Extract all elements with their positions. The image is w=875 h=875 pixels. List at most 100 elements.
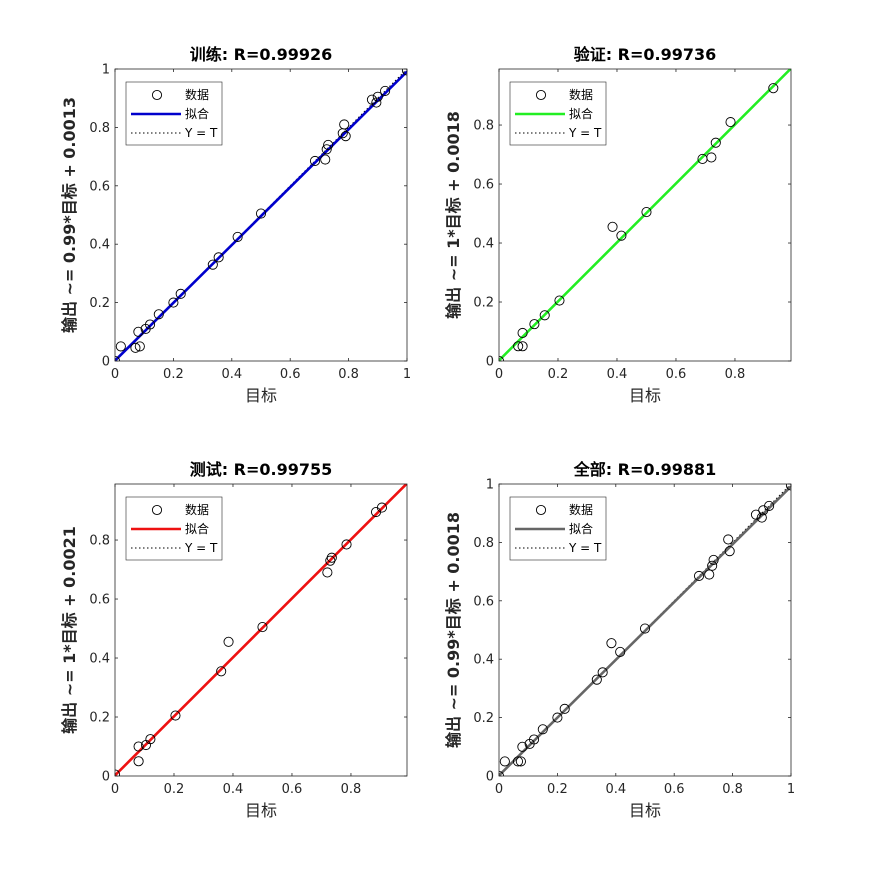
y-tick-label: 0.6 xyxy=(473,594,494,609)
y-tick-label: 0.4 xyxy=(89,238,110,253)
data-point xyxy=(326,552,337,563)
x-tick-label: 0.2 xyxy=(547,782,568,797)
y-tick-label: 0 xyxy=(486,355,494,370)
data-point xyxy=(704,569,715,580)
x-tick-label: 0.6 xyxy=(282,782,303,797)
legend-fit-label: 拟合 xyxy=(569,106,593,121)
x-tick-label: 0.8 xyxy=(338,367,359,382)
regression-panel-1: 0 0.2 0.4 0.6 0.8 1 0 0.2 0.4 0.6 0.8 1 训练: R=0.9992… xyxy=(60,45,411,405)
legend-ref-label: Y = T xyxy=(568,541,602,555)
data-point xyxy=(529,319,540,330)
x-tick-label: 0 xyxy=(111,367,119,382)
legend-data-label: 数据 xyxy=(569,87,593,102)
data-point xyxy=(144,319,156,330)
legend-data-marker xyxy=(151,89,163,101)
x-axis-label: 目标 xyxy=(245,386,277,405)
x-tick-label: 0.2 xyxy=(163,367,184,382)
y-tick-label: 0.8 xyxy=(473,536,494,551)
x-tick-label: 0.4 xyxy=(223,782,244,797)
data-point xyxy=(641,207,652,218)
data-point xyxy=(512,756,524,767)
legend-data-marker xyxy=(151,504,163,516)
y-tick-label: 0.8 xyxy=(89,534,110,549)
data-point xyxy=(537,724,548,735)
y-tick-label: 0.4 xyxy=(473,653,494,668)
data-point xyxy=(133,756,144,767)
data-point xyxy=(257,622,268,633)
y-axis-label: 输出 ~= 0.99*目标 + 0.0018 xyxy=(444,512,463,748)
data-point xyxy=(339,119,350,130)
data-point xyxy=(591,674,602,685)
y-tick-label: 0.4 xyxy=(473,237,494,252)
x-axis-label: 目标 xyxy=(245,801,277,820)
legend-ref-label: Y = T xyxy=(184,541,218,555)
data-point xyxy=(115,341,126,352)
y-tick-label: 0.6 xyxy=(89,179,110,194)
data-point xyxy=(513,341,524,352)
regression-panel-4: 0 0.2 0.4 0.6 0.8 1 0 0.2 0.4 0.6 0.8 1 全部: R=0.9988… xyxy=(444,460,795,820)
x-tick-label: 0.6 xyxy=(280,367,301,382)
data-point xyxy=(309,155,321,167)
data-point xyxy=(517,341,528,352)
data-point xyxy=(768,83,779,94)
y-tick-label: 1 xyxy=(102,63,110,78)
x-tick-label: 1 xyxy=(403,367,411,382)
data-point xyxy=(133,741,144,752)
legend-fit-label: 拟合 xyxy=(185,106,209,121)
legend-data-marker xyxy=(535,504,547,516)
data-point xyxy=(232,231,243,242)
x-tick-label: 0.4 xyxy=(607,367,628,382)
legend-fit-label: 拟合 xyxy=(569,521,593,536)
panel-title: 验证: R=0.99736 xyxy=(574,45,717,64)
data-point xyxy=(552,712,563,723)
x-tick-label: 0.8 xyxy=(722,782,743,797)
data-point xyxy=(515,756,526,767)
data-point xyxy=(321,144,332,155)
data-point xyxy=(724,546,735,557)
y-tick-label: 0.8 xyxy=(89,121,110,136)
data-point xyxy=(130,342,141,353)
plot-content xyxy=(115,484,407,776)
panel-title: 训练: R=0.99926 xyxy=(190,45,333,64)
x-tick-label: 0.4 xyxy=(221,367,242,382)
data-point xyxy=(597,667,608,678)
axes-box xyxy=(114,483,408,777)
y-tick-label: 0 xyxy=(486,770,494,785)
data-point xyxy=(785,484,791,491)
data-point xyxy=(607,221,618,232)
axes-box xyxy=(498,483,792,777)
x-axis-label: 目标 xyxy=(629,801,661,820)
y-axis-label: 输出 ~= 1*目标 + 0.0021 xyxy=(60,526,79,734)
legend-data-label: 数据 xyxy=(185,87,209,102)
data-point xyxy=(723,534,734,545)
data-point xyxy=(764,500,775,511)
data-point xyxy=(725,117,736,128)
data-point xyxy=(255,208,267,219)
data-point xyxy=(371,97,382,108)
data-point xyxy=(322,567,333,578)
y-tick-label: 0.6 xyxy=(89,593,110,608)
data-point xyxy=(499,756,510,767)
axes-box xyxy=(114,68,408,362)
data-point xyxy=(693,570,705,582)
regression-panel-3: 0 0.2 0.4 0.6 0.8 0 0.2 0.4 0.6 0.8 测试: R=0.99755 目… xyxy=(60,460,408,820)
data-point xyxy=(216,666,227,677)
data-point xyxy=(756,512,767,523)
data-point xyxy=(517,741,528,752)
data-point xyxy=(708,554,719,565)
data-point xyxy=(616,230,627,241)
y-axis-label: 输出 ~= 1*目标 + 0.0018 xyxy=(444,111,463,319)
data-point xyxy=(213,252,224,263)
data-point xyxy=(168,297,179,308)
x-tick-label: 0 xyxy=(495,367,503,382)
data-point xyxy=(175,288,186,299)
x-tick-label: 0.2 xyxy=(548,367,569,382)
data-point xyxy=(750,509,762,520)
data-point xyxy=(133,326,144,337)
data-point xyxy=(207,259,218,270)
data-point xyxy=(170,710,181,721)
data-point xyxy=(710,137,721,148)
x-tick-label: 0.2 xyxy=(164,782,185,797)
